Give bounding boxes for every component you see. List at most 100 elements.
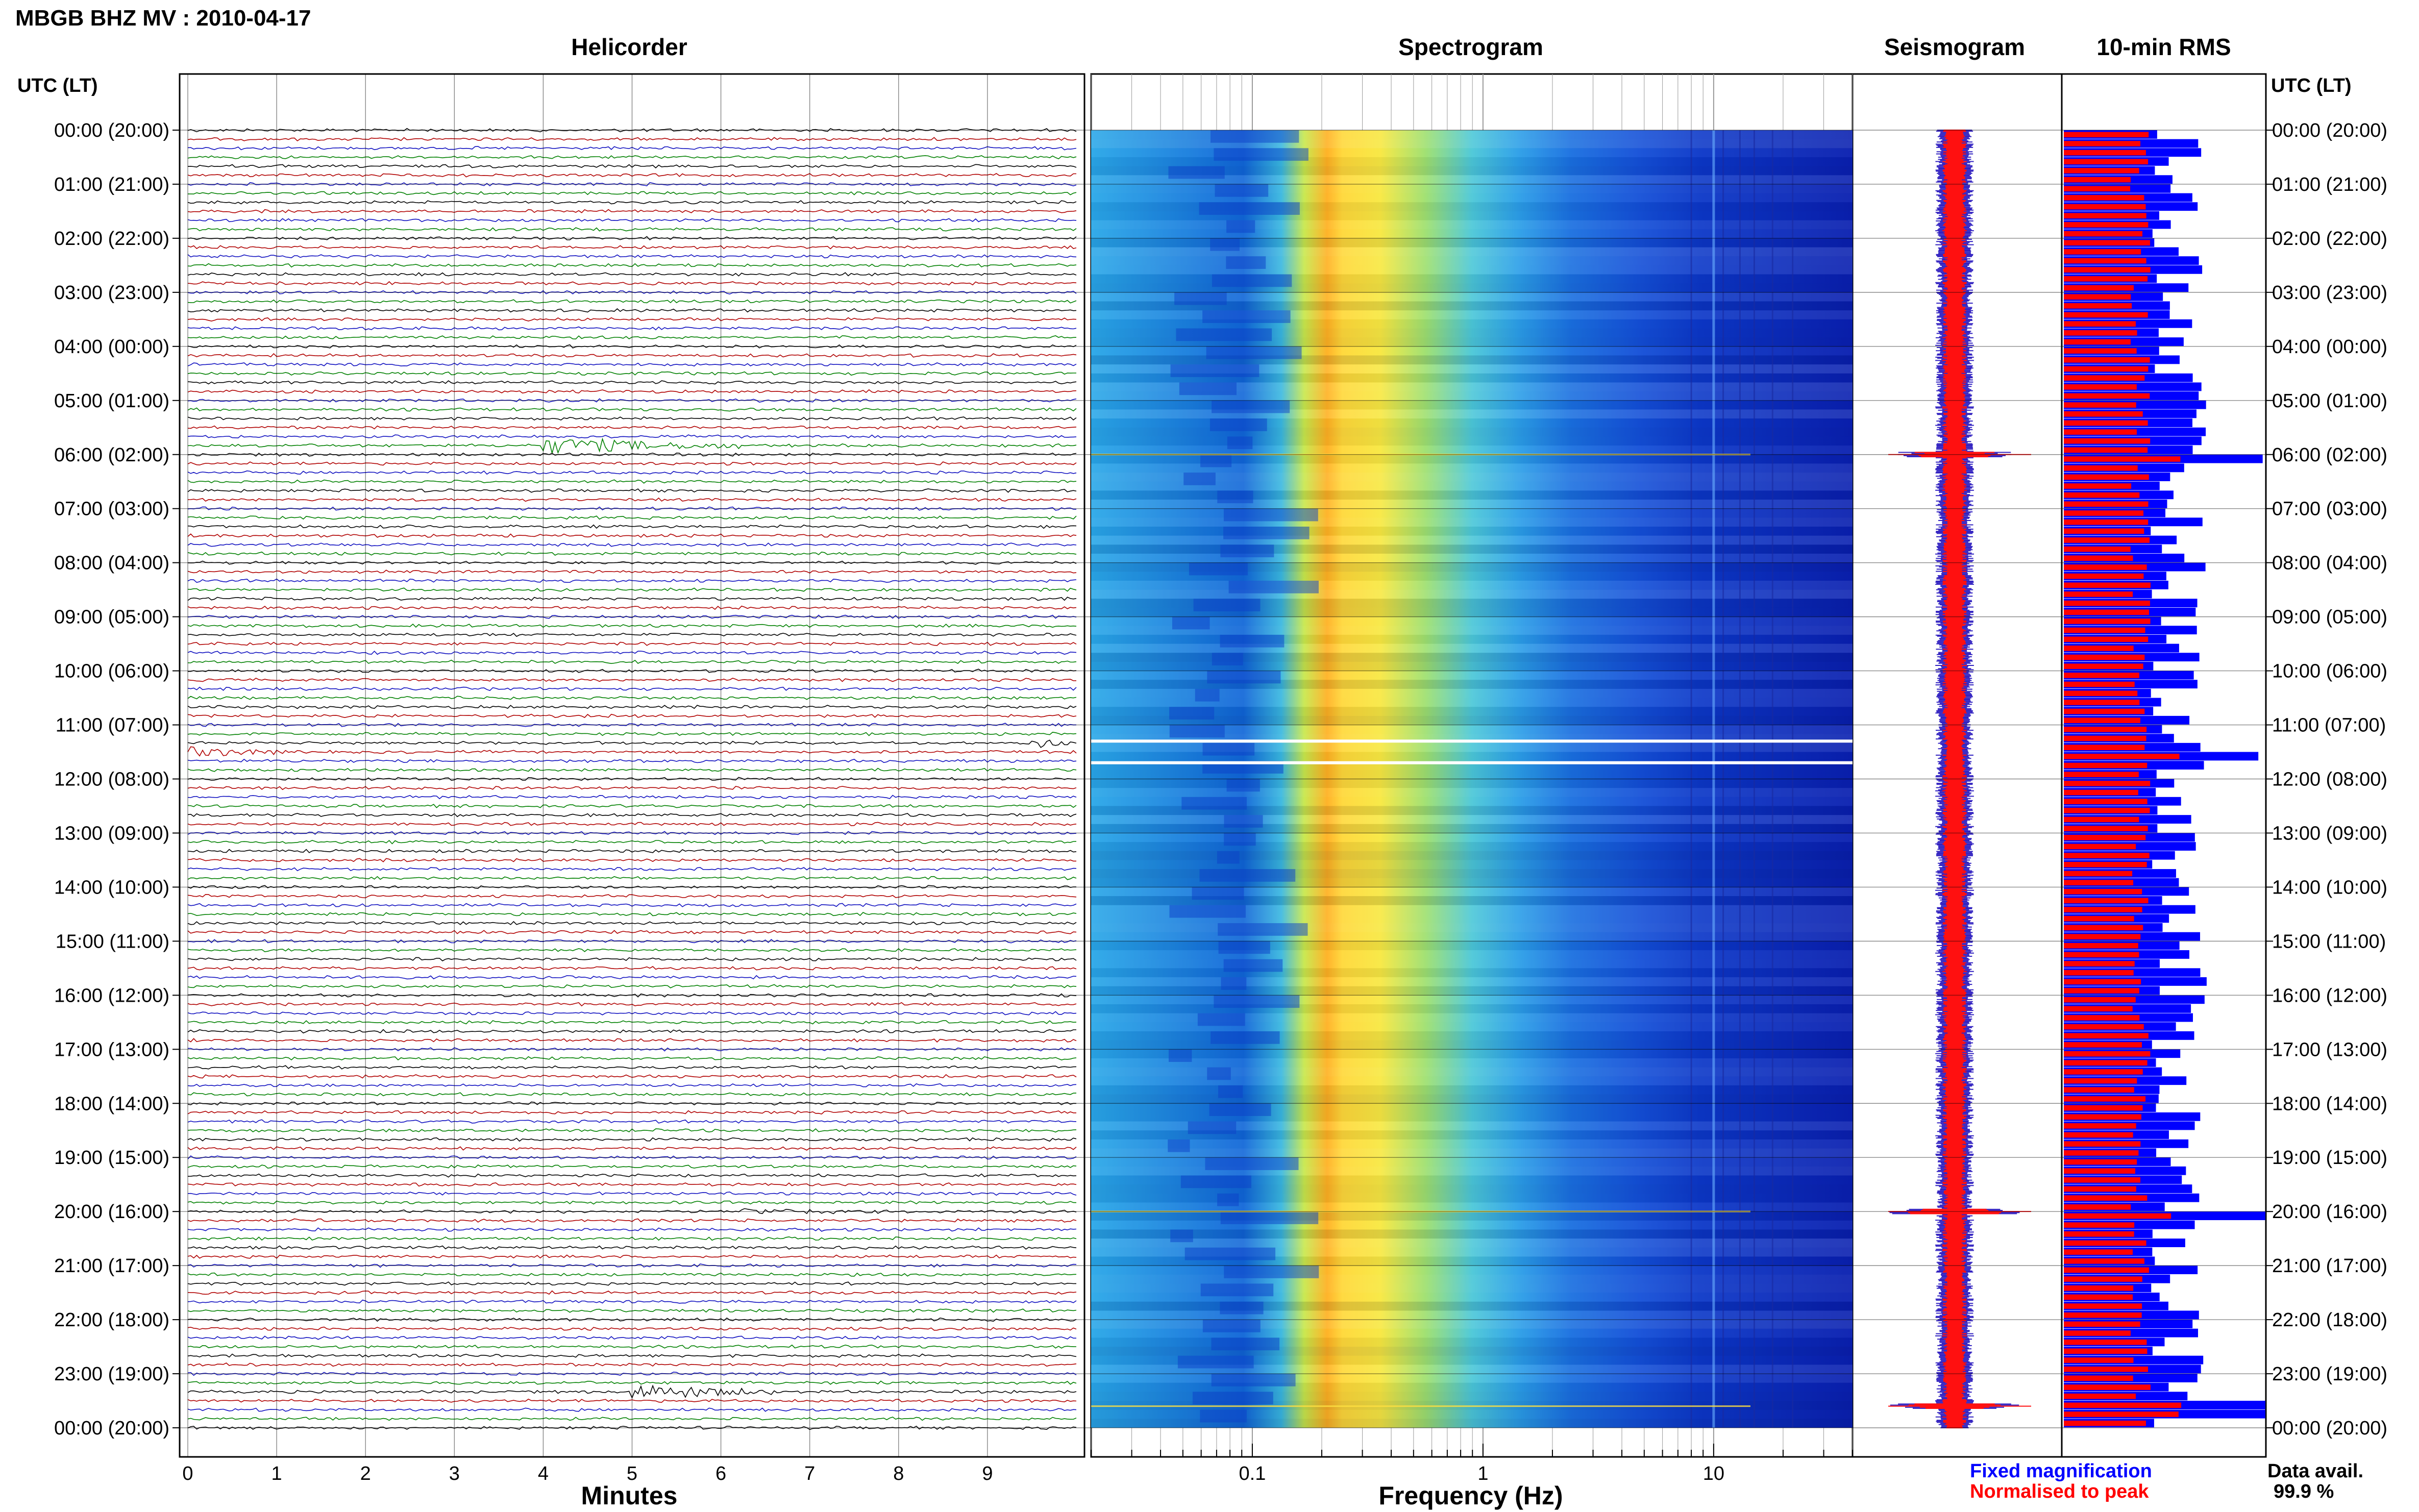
- spectrogram-band: [1170, 1229, 1193, 1243]
- rms-normalised-bar: [2064, 808, 2150, 813]
- rms-normalised-bar: [2064, 609, 2150, 615]
- rms-normalised-bar: [2064, 1132, 2133, 1138]
- spectrogram-band: [1172, 616, 1210, 630]
- spectrogram-row: [1091, 427, 1853, 437]
- rms-normalised-bar: [2064, 1321, 2140, 1327]
- time-label-right: 11:00 (07:00): [2272, 715, 2386, 736]
- rms-normalised-bar: [2064, 447, 2148, 453]
- minute-tick-label: 2: [360, 1463, 371, 1484]
- rms-normalised-bar: [2064, 1348, 2148, 1354]
- rms-normalised-bar: [2064, 1240, 2146, 1246]
- spectrogram-row: [1091, 1220, 1853, 1230]
- spectrogram-band: [1189, 562, 1248, 576]
- rms-normalised-bar: [2064, 582, 2151, 588]
- rms-normalised-bar: [2064, 1357, 2134, 1363]
- spectrogram-band: [1207, 671, 1281, 684]
- rms-normalised-bar: [2064, 438, 2151, 444]
- helicorder-title: Helicorder: [571, 34, 687, 60]
- spectrogram-band: [1224, 833, 1256, 846]
- spectrogram-row: [1091, 1076, 1853, 1085]
- spectrogram-band: [1224, 1266, 1319, 1278]
- rms-title: 10-min RMS: [2096, 34, 2231, 60]
- spectrogram-row: [1091, 589, 1853, 599]
- spectrogram-row: [1091, 1347, 1853, 1356]
- rms-normalised-bar: [2064, 267, 2151, 273]
- seismogram-title: Seismogram: [1884, 34, 2025, 60]
- spectrogram-row: [1091, 725, 1853, 734]
- rms-normalised-bar: [2064, 321, 2136, 327]
- rms-normalised-bar: [2064, 880, 2134, 885]
- minute-tick-label: 5: [627, 1463, 637, 1484]
- time-label-left: 05:00 (01:00): [54, 390, 169, 412]
- rms-normalised-bar: [2064, 555, 2133, 561]
- rms-normalised-bar: [2064, 1006, 2133, 1012]
- spectrogram-row: [1091, 473, 1853, 482]
- rms-normalised-bar: [2064, 1015, 2140, 1021]
- spectrogram-band: [1168, 1049, 1192, 1062]
- rms-frame: [2061, 73, 2267, 1458]
- spectrogram-band: [1169, 707, 1215, 720]
- rms-normalised-bar: [2064, 1402, 2182, 1408]
- time-label-right: 17:00 (13:00): [2272, 1039, 2387, 1060]
- spectrogram-band: [1205, 1157, 1299, 1170]
- minutes-axis-label: Minutes: [581, 1481, 678, 1510]
- spectrogram-row: [1091, 1256, 1853, 1266]
- spectrogram-band: [1200, 454, 1232, 467]
- spectrogram-row: [1091, 599, 1853, 608]
- spectrogram-row: [1091, 851, 1853, 860]
- spectrogram-row: [1091, 1337, 1853, 1347]
- spectrogram-row: [1091, 139, 1853, 148]
- spectrogram-row: [1091, 1229, 1853, 1239]
- spectrogram-band: [1224, 815, 1263, 828]
- spectrogram-row: [1091, 1121, 1853, 1131]
- spectrogram-band: [1226, 256, 1266, 269]
- rms-normalised-bar: [2064, 186, 2131, 192]
- spectrogram-row: [1091, 1382, 1853, 1392]
- rms-normalised-bar: [2064, 429, 2137, 435]
- spectrogram-row: [1091, 1067, 1853, 1077]
- rms-normalised-bar: [2064, 456, 2181, 462]
- spectrogram-row: [1091, 1148, 1853, 1158]
- spectrogram-band: [1210, 130, 1299, 143]
- spectrogram-row: [1091, 707, 1853, 716]
- data-availability-value: 99.9 %: [2274, 1481, 2334, 1502]
- spectrogram-row: [1091, 346, 1853, 356]
- rms-normalised-bar: [2064, 871, 2133, 877]
- spectrogram-row: [1091, 1058, 1853, 1068]
- time-label-left: 08:00 (04:00): [54, 553, 169, 574]
- spectrogram-title: Spectrogram: [1398, 34, 1543, 60]
- rms-normalised-bar: [2064, 1384, 2151, 1390]
- rms-normalised-bar: [2064, 853, 2150, 858]
- spectrogram-band: [1217, 490, 1253, 504]
- rms-normalised-bar: [2064, 1375, 2133, 1381]
- rms-normalised-bar: [2064, 997, 2136, 1003]
- time-label-left: 23:00 (19:00): [54, 1364, 169, 1385]
- spectrogram-row: [1091, 680, 1853, 689]
- rms-normalised-bar: [2064, 1204, 2131, 1210]
- time-label-right: 00:00 (20:00): [2272, 1418, 2387, 1439]
- time-label-left: 03:00 (23:00): [54, 282, 169, 304]
- spectrogram-band: [1195, 688, 1220, 702]
- time-label-left: 01:00 (21:00): [54, 174, 169, 195]
- spectrogram-row: [1091, 715, 1853, 725]
- spectrogram-row: [1091, 1040, 1853, 1050]
- spectrogram-band: [1169, 725, 1225, 738]
- minute-tick-label: 3: [449, 1463, 460, 1484]
- spectrogram-band: [1206, 346, 1302, 359]
- spectrogram-band: [1227, 436, 1253, 450]
- rms-normalised-bar: [2064, 402, 2136, 408]
- rms-normalised-bar: [2064, 799, 2148, 804]
- spectrogram-band: [1168, 1139, 1190, 1152]
- rms-normalised-bar: [2064, 240, 2150, 246]
- spectrogram-row: [1091, 1049, 1853, 1058]
- spectrogram-band: [1199, 202, 1300, 215]
- spectrogram-row: [1091, 409, 1853, 419]
- spectrogram-row: [1091, 1193, 1853, 1203]
- rms-normalised-bar: [2064, 1213, 2171, 1219]
- spectrogram-row: [1091, 1401, 1853, 1410]
- rms-normalised-bar: [2064, 627, 2145, 633]
- rms-normalised-bar: [2064, 826, 2148, 831]
- spectrogram-row: [1091, 554, 1853, 563]
- spectrogram-band: [1209, 1103, 1271, 1116]
